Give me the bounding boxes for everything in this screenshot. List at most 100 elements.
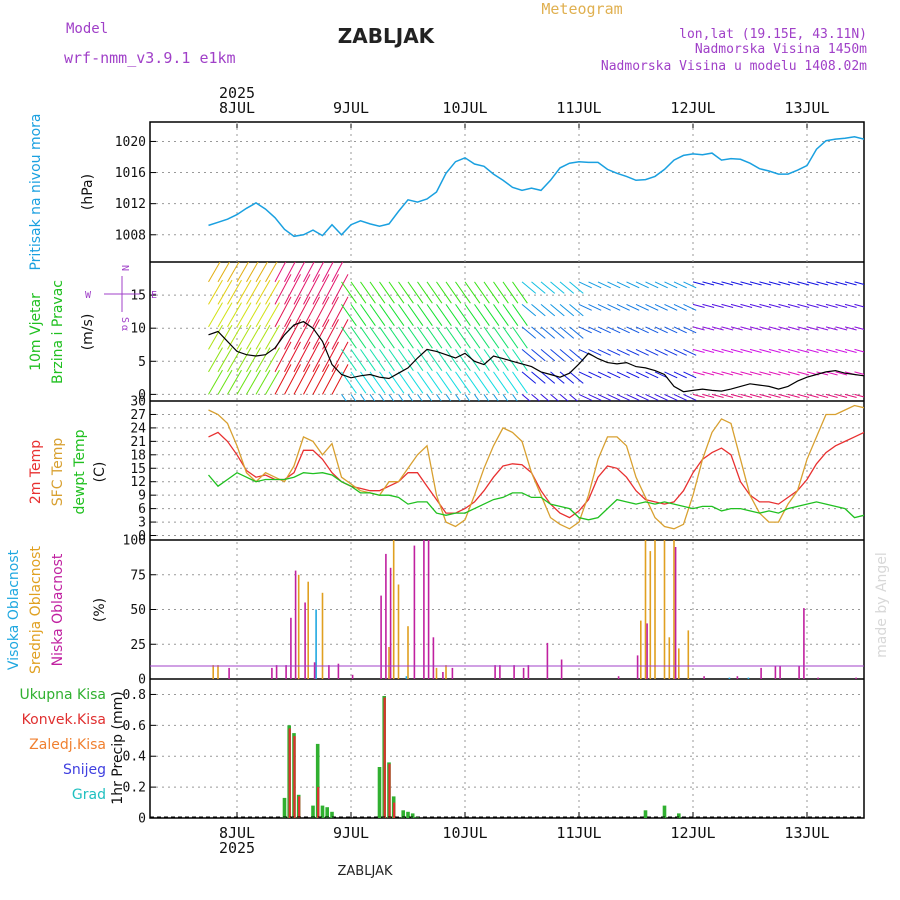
wind-arrow bbox=[749, 393, 762, 398]
wind-arrow bbox=[474, 371, 490, 394]
wind-arrow bbox=[578, 303, 592, 311]
wind-arrow bbox=[626, 393, 640, 401]
cloud-bar bbox=[212, 665, 214, 679]
y-tick-label: 0 bbox=[138, 812, 146, 827]
wind-arrow bbox=[569, 281, 584, 294]
wind-arrow bbox=[550, 326, 565, 339]
wind-arrow bbox=[217, 347, 233, 373]
wind-arrow bbox=[360, 304, 376, 326]
wind-arrow bbox=[502, 349, 519, 371]
temp-line bbox=[208, 471, 864, 521]
wind-arrow bbox=[825, 348, 838, 353]
wind-arrow bbox=[778, 326, 791, 331]
wind-arrow bbox=[284, 341, 301, 373]
precip-bar bbox=[377, 767, 382, 818]
wind-arrow bbox=[816, 281, 829, 286]
wind-arrow bbox=[483, 349, 500, 371]
wind-arrow bbox=[711, 326, 724, 331]
wind-arrow bbox=[569, 371, 584, 384]
wind-arrow bbox=[303, 319, 320, 350]
bottom-day-label: 8JUL bbox=[219, 824, 255, 842]
wind-arrow bbox=[331, 364, 349, 395]
cloud-bar bbox=[313, 662, 316, 679]
cloud-bar bbox=[451, 667, 454, 679]
model-elevation-label: Nadmorska Visina u modelu 1408.02m bbox=[601, 59, 867, 74]
cloud-bar bbox=[649, 551, 652, 679]
wind-arrow bbox=[531, 394, 541, 401]
wind-arrow bbox=[797, 281, 810, 286]
top-day-label: 9JUL bbox=[333, 99, 369, 117]
cloud-bar bbox=[307, 581, 309, 679]
wind-arrow bbox=[407, 281, 424, 304]
y-tick-label: 1016 bbox=[115, 166, 146, 181]
wind-arrow bbox=[654, 326, 668, 334]
wind-arrow bbox=[645, 303, 659, 311]
wind-arrow bbox=[787, 348, 800, 353]
wind-arrow bbox=[217, 262, 231, 283]
wind-arrow bbox=[322, 296, 339, 328]
precip-bar bbox=[317, 787, 320, 818]
wind-arrow bbox=[236, 279, 252, 305]
wind-arrow bbox=[616, 303, 630, 311]
y-tick-label: 3 bbox=[138, 516, 146, 531]
wind-arrow bbox=[778, 371, 791, 376]
wind-arrow bbox=[512, 394, 518, 401]
wind-arrow bbox=[854, 326, 864, 330]
temp-line bbox=[208, 431, 864, 519]
wind-arrow bbox=[835, 393, 848, 398]
wind-arrow bbox=[455, 281, 471, 304]
cloud-bar bbox=[397, 584, 400, 679]
wind-arrow bbox=[483, 281, 500, 304]
precip-legend-item: Zaledj.Kisa bbox=[29, 737, 106, 753]
wind-arrow bbox=[844, 348, 857, 353]
wind-arrow bbox=[274, 296, 292, 328]
wind-arrow bbox=[274, 262, 287, 283]
y-axis-label: (m/s) bbox=[80, 314, 96, 351]
wind-arrow bbox=[540, 394, 550, 401]
cloud-bar bbox=[380, 595, 382, 679]
wind-arrow bbox=[749, 326, 762, 331]
y-axis-label: (%) bbox=[92, 598, 108, 622]
wind-arrow bbox=[464, 371, 481, 394]
wind-arrow bbox=[740, 393, 753, 398]
wind-arrow bbox=[341, 304, 357, 326]
wind-arrow bbox=[569, 394, 579, 401]
top-day-label: 10JUL bbox=[442, 99, 487, 117]
wind-arrow bbox=[883, 282, 895, 285]
wind-arrow bbox=[426, 349, 443, 371]
wind-arrow bbox=[512, 349, 528, 371]
wind-arrow bbox=[759, 303, 772, 308]
wind-arrow bbox=[664, 393, 678, 401]
wind-arrow bbox=[759, 326, 772, 331]
wind-arrow bbox=[863, 281, 864, 283]
wind-arrow bbox=[588, 371, 602, 379]
wind-arrow bbox=[274, 274, 292, 305]
wind-arrow bbox=[673, 281, 687, 289]
y-axis-label: Pritisak na nivou mora bbox=[28, 113, 44, 270]
wind-arrow bbox=[265, 262, 278, 283]
wind-arrow bbox=[702, 371, 715, 376]
y-tick-label: 0.4 bbox=[123, 750, 147, 765]
cloud-bar bbox=[297, 574, 300, 680]
y-axis-label: dewpt Temp bbox=[72, 429, 88, 514]
wind-arrow bbox=[787, 326, 800, 331]
wind-arrow bbox=[597, 326, 611, 334]
wind-arrow bbox=[588, 393, 602, 401]
wind-arrow bbox=[730, 393, 743, 398]
cloud-bar bbox=[290, 617, 292, 679]
wind-arrow bbox=[388, 304, 405, 326]
wind-arrow bbox=[521, 371, 537, 384]
cloud-bar bbox=[774, 666, 777, 679]
y-axis-label: Brzina i Pravac bbox=[50, 280, 66, 384]
wind-arrow bbox=[863, 326, 864, 328]
wind-arrow bbox=[749, 281, 762, 286]
wind-arrow bbox=[569, 349, 584, 362]
wind-arrow bbox=[493, 281, 509, 304]
wind-arrow bbox=[702, 348, 715, 353]
wind-arrow bbox=[322, 319, 339, 350]
y-axis-label: 2m Temp bbox=[28, 440, 44, 504]
wind-arrow bbox=[388, 281, 405, 304]
wind-arrow bbox=[893, 349, 900, 352]
wind-arrow bbox=[464, 326, 481, 349]
wind-arrow bbox=[388, 371, 405, 394]
